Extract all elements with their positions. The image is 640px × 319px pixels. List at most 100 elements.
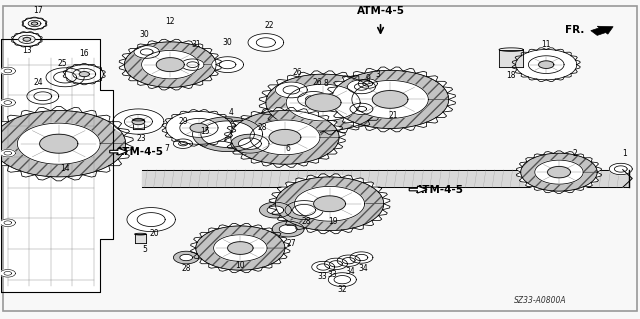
Polygon shape [181, 59, 204, 70]
FancyArrow shape [591, 26, 613, 35]
Polygon shape [122, 41, 219, 89]
Polygon shape [231, 134, 269, 153]
Polygon shape [127, 208, 175, 232]
Polygon shape [298, 92, 330, 107]
Polygon shape [609, 163, 632, 175]
Polygon shape [228, 109, 342, 166]
Polygon shape [539, 61, 554, 69]
Polygon shape [372, 91, 408, 108]
Polygon shape [173, 251, 199, 264]
Text: 27: 27 [287, 239, 296, 248]
Text: 28: 28 [258, 123, 268, 132]
Text: 22: 22 [264, 21, 274, 30]
Text: 13: 13 [22, 46, 32, 55]
Polygon shape [294, 186, 365, 221]
FancyArrow shape [109, 148, 127, 155]
Polygon shape [350, 103, 373, 115]
Polygon shape [214, 235, 267, 261]
Polygon shape [0, 219, 15, 226]
Text: 34: 34 [346, 267, 355, 276]
Text: 34: 34 [358, 264, 368, 273]
Text: 28: 28 [301, 217, 311, 226]
Text: 33: 33 [317, 272, 327, 281]
Text: 29: 29 [178, 117, 188, 126]
Polygon shape [64, 64, 104, 84]
Text: 28: 28 [181, 264, 191, 273]
Polygon shape [134, 46, 159, 58]
Polygon shape [193, 117, 262, 152]
Polygon shape [314, 196, 346, 212]
Text: 6: 6 [285, 144, 291, 153]
Polygon shape [46, 68, 84, 87]
Polygon shape [164, 110, 234, 145]
Polygon shape [0, 149, 15, 157]
Text: 25: 25 [57, 59, 67, 68]
Polygon shape [272, 221, 304, 237]
Polygon shape [350, 252, 373, 263]
Polygon shape [0, 67, 15, 75]
FancyArrow shape [409, 186, 427, 193]
Polygon shape [312, 261, 335, 273]
Polygon shape [305, 94, 341, 111]
Text: 2: 2 [573, 149, 577, 158]
Polygon shape [231, 134, 269, 153]
Text: 30: 30 [140, 30, 150, 39]
Text: 19: 19 [328, 217, 337, 226]
Polygon shape [132, 118, 145, 125]
Polygon shape [212, 57, 244, 72]
Polygon shape [272, 175, 387, 232]
Text: ATM-4-5: ATM-4-5 [415, 184, 463, 195]
Polygon shape [324, 258, 348, 270]
Polygon shape [262, 72, 384, 133]
Text: 7: 7 [164, 144, 170, 153]
Text: FR.: FR. [565, 25, 584, 35]
Polygon shape [521, 153, 597, 191]
Polygon shape [337, 255, 360, 266]
Polygon shape [193, 225, 287, 271]
Text: 8: 8 [324, 79, 329, 88]
Polygon shape [40, 134, 78, 153]
Polygon shape [134, 234, 146, 243]
Polygon shape [190, 123, 208, 132]
Polygon shape [259, 202, 291, 218]
Polygon shape [286, 84, 360, 121]
Polygon shape [111, 108, 165, 135]
Polygon shape [348, 80, 376, 94]
Polygon shape [156, 58, 184, 71]
Polygon shape [285, 201, 323, 219]
Polygon shape [499, 50, 524, 67]
Polygon shape [12, 32, 42, 47]
Polygon shape [193, 117, 262, 152]
Polygon shape [228, 242, 253, 254]
Polygon shape [124, 115, 152, 129]
Polygon shape [31, 22, 38, 25]
Polygon shape [514, 48, 579, 81]
Polygon shape [352, 80, 428, 118]
Polygon shape [132, 120, 144, 130]
Text: 4: 4 [228, 108, 233, 116]
Text: 20: 20 [150, 229, 159, 238]
Polygon shape [23, 37, 31, 41]
Polygon shape [250, 120, 320, 155]
Text: 21: 21 [388, 111, 398, 120]
Text: 30: 30 [223, 38, 232, 47]
Text: 26: 26 [293, 68, 303, 77]
Polygon shape [285, 201, 323, 219]
Polygon shape [173, 251, 199, 264]
Polygon shape [196, 226, 285, 270]
Polygon shape [0, 108, 130, 179]
Polygon shape [73, 69, 96, 80]
Text: 16: 16 [79, 49, 89, 58]
Text: ATM-4-5: ATM-4-5 [356, 6, 404, 16]
Text: 26: 26 [312, 78, 322, 86]
Polygon shape [180, 118, 218, 137]
Text: 10: 10 [236, 261, 245, 270]
Polygon shape [547, 167, 570, 178]
Text: 33: 33 [328, 271, 338, 279]
Polygon shape [358, 79, 378, 88]
Polygon shape [248, 33, 284, 51]
Text: 31: 31 [191, 40, 200, 48]
Text: 32: 32 [337, 285, 347, 294]
Polygon shape [0, 99, 15, 106]
Polygon shape [22, 18, 47, 30]
